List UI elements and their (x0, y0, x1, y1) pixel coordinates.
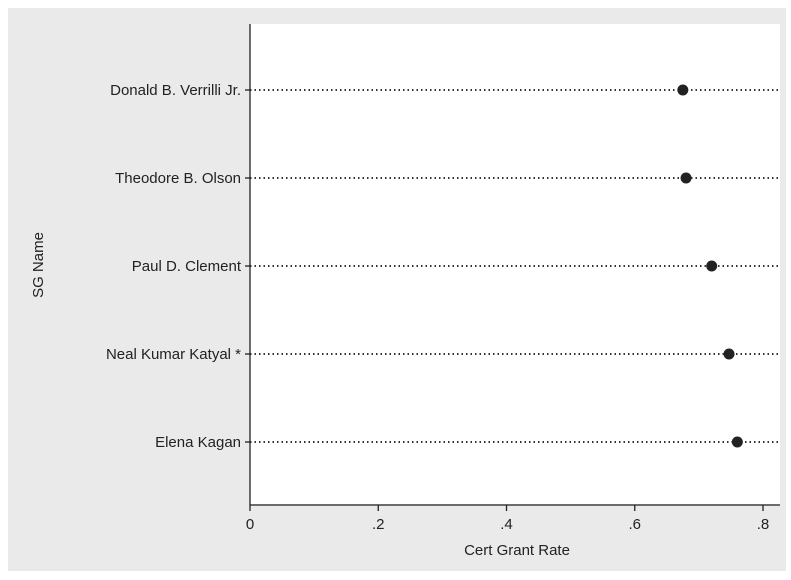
y-tick-label: Donald B. Verrilli Jr. (110, 82, 241, 99)
y-tick-label: Theodore B. Olson (115, 170, 241, 187)
x-tick-label: .2 (372, 516, 385, 533)
x-tick-label: .8 (757, 516, 770, 533)
data-point (677, 84, 689, 96)
x-tick-label: .6 (628, 516, 641, 533)
data-point (723, 348, 735, 360)
x-tick-label: .4 (500, 516, 513, 533)
x-tick-label: 0 (246, 516, 254, 533)
x-ticks: 0 .2 .4 .6 .8 (246, 505, 769, 533)
y-tick-label: Neal Kumar Katyal * (106, 346, 241, 363)
x-axis-title: Cert Grant Rate (464, 542, 570, 559)
data-point (731, 436, 743, 448)
y-tick-label: Paul D. Clement (132, 258, 242, 275)
guide-lines (250, 89, 780, 443)
y-tick-labels: Donald B. Verrilli Jr. Theodore B. Olson P… (106, 82, 250, 451)
data-points (677, 84, 743, 448)
y-axis-title: SG Name (30, 232, 47, 298)
plot-area (250, 24, 780, 504)
data-point (706, 260, 718, 272)
y-tick-label: Elena Kagan (155, 434, 241, 451)
data-point (680, 172, 692, 184)
